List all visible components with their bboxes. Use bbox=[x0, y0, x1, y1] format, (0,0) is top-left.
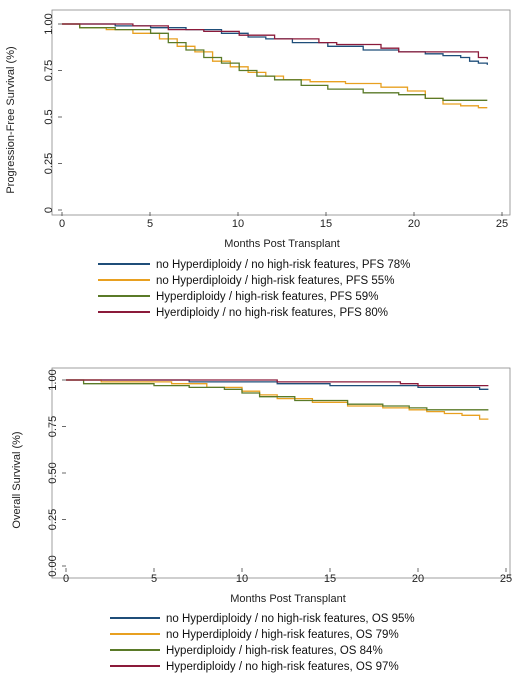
pfs-y-axis-label: Progression-Free Survival (%) bbox=[5, 46, 17, 193]
legend-label-1: no Hyperdiploidy / high-risk features, P… bbox=[156, 275, 394, 287]
y-tick-label: 0 bbox=[43, 207, 55, 213]
y-tick-label: 0.50 bbox=[47, 462, 59, 483]
y-tick-label: 0.00 bbox=[47, 555, 59, 576]
x-tick-label: 10 bbox=[236, 573, 248, 585]
series-line-0 bbox=[66, 379, 489, 390]
legend-label-2: Hyperdiploidy / high-risk features, PFS … bbox=[156, 291, 378, 303]
x-tick-label: 25 bbox=[500, 573, 512, 585]
pfs-legend: no Hyperdiploidy / no high-risk features… bbox=[98, 259, 410, 319]
legend-label-0: no Hyperdiploidy / no high-risk features… bbox=[166, 613, 415, 625]
legend-label-0: no Hyperdiploidy / no high-risk features… bbox=[156, 259, 410, 271]
os-chart: 0.00 0.25 0.50 0.75 1.00 0 5 10 15 20 25 Months Po… bbox=[11, 367, 512, 673]
x-tick-label: 0 bbox=[59, 218, 65, 230]
pfs-plot-frame bbox=[51, 9, 511, 216]
y-tick-label: 1.00 bbox=[47, 369, 59, 390]
pfs-x-axis-label: Months Post Transplant bbox=[224, 238, 340, 250]
series-line-3 bbox=[66, 379, 489, 387]
y-tick-label: 0.75 bbox=[47, 416, 59, 437]
pfs-curves bbox=[62, 23, 488, 109]
x-tick-label: 20 bbox=[408, 218, 420, 230]
os-legend: no Hyperdiploidy / no high-risk features… bbox=[110, 613, 415, 673]
x-tick-label: 10 bbox=[232, 218, 244, 230]
legend-label-1: no Hyperdiploidy / high-risk features, O… bbox=[166, 629, 399, 641]
y-tick-label: 0.25 bbox=[47, 509, 59, 530]
os-curves bbox=[66, 379, 489, 420]
x-tick-label: 25 bbox=[496, 218, 508, 230]
x-tick-label: 0 bbox=[63, 573, 69, 585]
pfs-axes: 0 0.25 0.5 0.75 1.00 0 5 10 15 20 25 bbox=[43, 13, 508, 230]
legend-label-3: Hyerdiploidy / no high-risk features, PF… bbox=[156, 307, 388, 319]
os-x-axis-label: Months Post Transplant bbox=[230, 593, 346, 605]
os-plot-frame bbox=[51, 367, 511, 579]
y-tick-label: 0.5 bbox=[43, 109, 55, 124]
series-line-2 bbox=[62, 23, 488, 101]
y-tick-label: 0.25 bbox=[43, 153, 55, 174]
x-tick-label: 5 bbox=[151, 573, 157, 585]
y-tick-label: 0.75 bbox=[43, 60, 55, 81]
os-y-axis-label: Overall Survival (%) bbox=[11, 431, 23, 528]
series-line-3 bbox=[62, 23, 488, 60]
legend-label-2: Hyperdiploidy / high-risk features, OS 8… bbox=[166, 645, 383, 657]
series-line-1 bbox=[66, 379, 489, 420]
x-tick-label: 15 bbox=[324, 573, 336, 585]
x-tick-label: 20 bbox=[412, 573, 424, 585]
x-tick-label: 5 bbox=[147, 218, 153, 230]
pfs-chart: 0 0.25 0.5 0.75 1.00 0 5 10 15 20 25 Months Post T… bbox=[5, 9, 511, 319]
legend-label-3: Hyperdiploidy / no high-risk features, O… bbox=[166, 661, 399, 673]
x-tick-label: 15 bbox=[320, 218, 332, 230]
y-tick-label: 1.00 bbox=[43, 13, 55, 34]
os-axes: 0.00 0.25 0.50 0.75 1.00 0 5 10 15 20 25 bbox=[47, 369, 512, 585]
series-line-2 bbox=[66, 379, 489, 411]
